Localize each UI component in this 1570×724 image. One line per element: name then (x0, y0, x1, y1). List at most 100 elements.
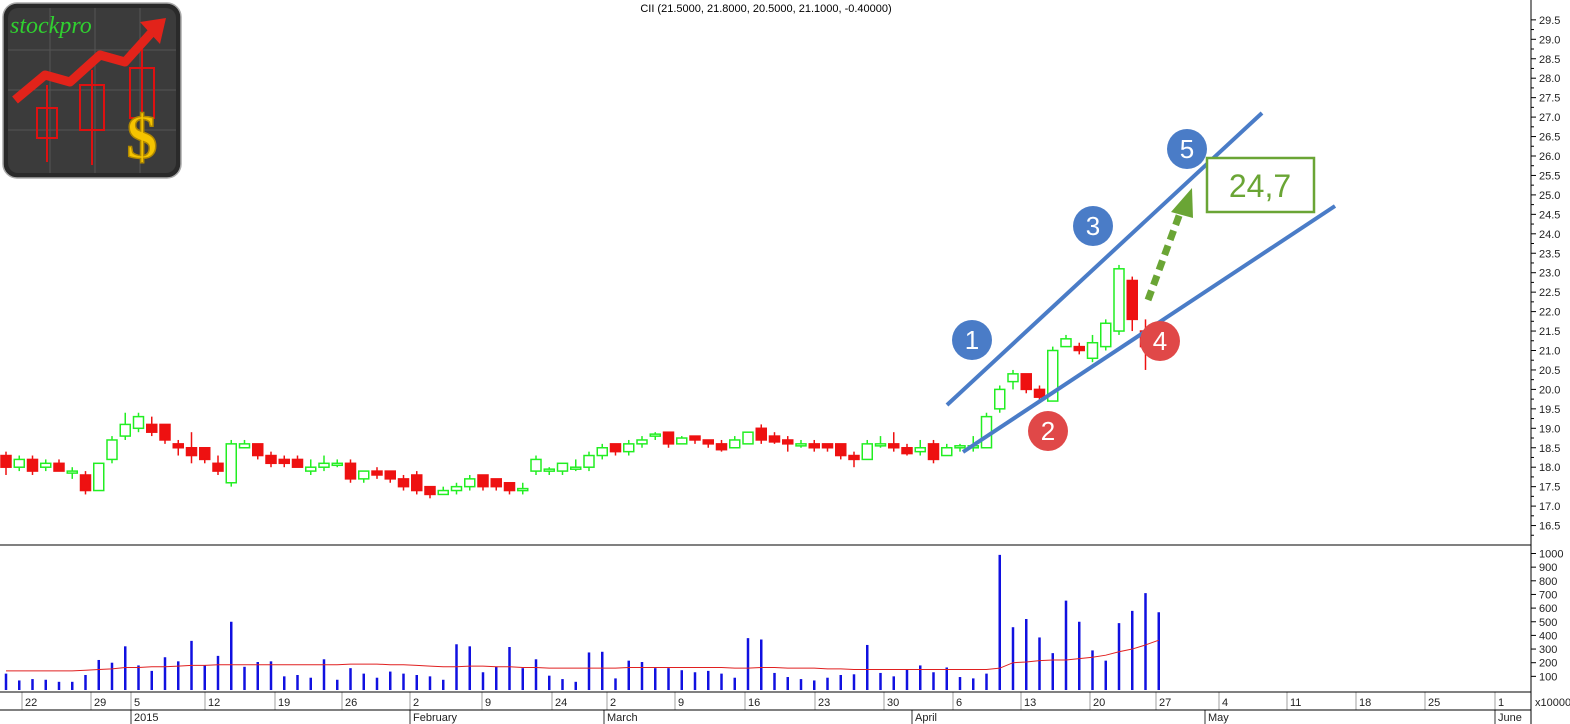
candle (888, 432, 900, 452)
candle (543, 467, 555, 475)
date-tick-label: 2 (413, 697, 419, 709)
candle (331, 459, 343, 468)
date-tick-label: 18 (1359, 697, 1371, 709)
candle (132, 412, 145, 433)
volume-unit-label: x10000 (1535, 697, 1570, 709)
candle (954, 443, 966, 452)
svg-text:1: 1 (965, 325, 979, 355)
month-label: June (1498, 712, 1522, 724)
candle (1073, 342, 1085, 355)
candle (1033, 385, 1046, 402)
date-tick-label: 6 (956, 697, 962, 709)
date-tick-label: 4 (1222, 697, 1228, 709)
candle (980, 412, 993, 449)
target-value: 24,7 (1229, 168, 1291, 204)
candle (291, 455, 304, 468)
candle (79, 471, 92, 495)
price-tick-label: 18.5 (1539, 443, 1560, 455)
candle (66, 467, 78, 479)
volume-tick-label: 700 (1539, 589, 1557, 601)
price-tick-label: 19.0 (1539, 423, 1560, 435)
candle (106, 436, 118, 464)
svg-text:2: 2 (1041, 416, 1055, 446)
candle (556, 462, 569, 475)
svg-text:5: 5 (1180, 134, 1194, 164)
candle (530, 455, 542, 475)
wave-marker-2: 2 (1028, 411, 1068, 451)
date-tick-label: 5 (134, 697, 140, 709)
candle (861, 439, 873, 461)
candle (185, 432, 198, 464)
candle (146, 416, 158, 437)
date-tick-label: 26 (345, 697, 357, 709)
candle (13, 455, 25, 472)
date-tick-label: 30 (887, 697, 899, 709)
price-tick-label: 23.5 (1539, 248, 1560, 260)
candle (835, 443, 847, 460)
candle (570, 459, 582, 472)
candle (927, 439, 940, 464)
date-tick-label: 11 (1290, 697, 1301, 709)
candle (1060, 334, 1072, 348)
month-label: April (915, 712, 937, 724)
logo-text: stockpro (10, 13, 92, 39)
candle (583, 451, 595, 472)
candle (0, 451, 12, 475)
candle (411, 471, 423, 495)
candle (609, 443, 622, 456)
volume-tick-label: 200 (1539, 658, 1557, 670)
price-tick-label: 20.0 (1539, 384, 1560, 396)
candle (702, 439, 714, 448)
price-tick-label: 22.5 (1539, 287, 1560, 299)
candle (901, 443, 913, 456)
candle (503, 482, 516, 495)
candle (305, 459, 317, 475)
date-tick-label: 25 (1428, 697, 1440, 709)
month-label: May (1208, 712, 1229, 724)
svg-text:$: $ (127, 104, 158, 172)
price-tick-label: 18.0 (1539, 462, 1560, 474)
volume-bars (4, 554, 1160, 690)
candle (1007, 369, 1019, 390)
volume-tick-label: 100 (1539, 671, 1557, 683)
candle (424, 485, 436, 499)
candle (238, 439, 251, 449)
candle (53, 459, 65, 472)
stockpro-logo: $ stockpro (2, 2, 182, 179)
price-tick-label: 21.0 (1539, 346, 1560, 358)
candle (742, 431, 754, 445)
candle (344, 459, 357, 483)
date-tick-label: 19 (278, 697, 290, 709)
candle (437, 486, 449, 496)
candle (212, 455, 224, 475)
wave-marker-3: 3 (1073, 206, 1113, 246)
date-tick-label: 23 (818, 697, 830, 709)
price-tick-label: 24.5 (1539, 209, 1560, 221)
price-axis: 16.5 17.0 17.5 18.0 18.5 19.0 19.5 20.0 20.5 21.0… (1531, 15, 1560, 536)
candle (1086, 334, 1099, 363)
wave-marker-5: 5 (1167, 129, 1207, 169)
price-tick-label: 20.5 (1539, 365, 1560, 377)
price-tick-label: 24.0 (1539, 229, 1560, 241)
candle (755, 424, 767, 444)
volume-tick-label: 400 (1539, 630, 1557, 642)
candle (159, 423, 171, 444)
candlesticks (0, 264, 1152, 499)
candle (358, 470, 370, 483)
candle (623, 439, 635, 456)
date-tick-label: 12 (208, 697, 220, 709)
candle (795, 439, 807, 448)
date-axis: 22 29 5 12 19 26 2 9 24 2 9 16 23 30 6 13 20 27 4 11 18 25 120… (21, 692, 1522, 724)
candle (1113, 264, 1125, 335)
price-tick-label: 17.0 (1539, 501, 1560, 513)
candle (676, 436, 688, 445)
month-label: February (413, 712, 458, 724)
date-tick-label: 9 (485, 697, 491, 709)
candle (278, 455, 290, 468)
price-tick-label: 19.5 (1539, 404, 1560, 416)
date-tick-label: 2 (610, 697, 616, 709)
candle (874, 436, 887, 448)
candle (715, 439, 728, 452)
candle (941, 443, 953, 457)
candle (821, 443, 834, 452)
